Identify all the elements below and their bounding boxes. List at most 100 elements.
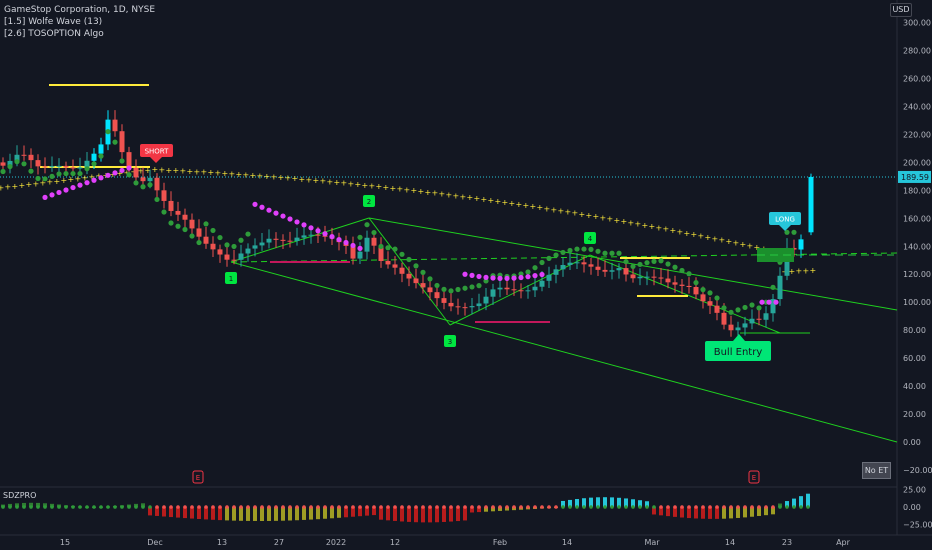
earnings-marker[interactable] (192, 470, 204, 484)
indicator-wolfe-wave[interactable]: [1.5] Wolfe Wave (13) (4, 17, 103, 27)
wave-point-2[interactable]: 2 (363, 195, 375, 207)
osc-zero-dot (50, 505, 54, 509)
osc-bar (729, 507, 733, 519)
earnings-marker[interactable] (748, 470, 760, 484)
candle-body (588, 264, 594, 267)
wave-point-label: 1 (229, 275, 233, 283)
trend-dot-magenta (112, 170, 118, 176)
ma-dot: + (257, 171, 264, 180)
ma-dot: + (124, 168, 131, 177)
wave-point-1[interactable]: 1 (225, 272, 237, 284)
candle-body (35, 160, 41, 167)
osc-bar (750, 507, 754, 517)
osc-zero-dot (309, 505, 313, 509)
ma-dot: + (299, 175, 306, 184)
candle-body (203, 236, 209, 244)
osc-zero-dot (36, 505, 40, 509)
ma-dot: + (12, 182, 19, 191)
trend-dot-green (462, 285, 468, 291)
trend-dot-green (406, 256, 412, 263)
ma-dot: + (152, 165, 159, 174)
trend-dot-magenta (336, 236, 342, 243)
ma-dot: + (726, 237, 733, 246)
osc-bar (372, 507, 376, 516)
candle-body (154, 177, 160, 191)
ma-dot: + (75, 174, 82, 183)
trend-dot-magenta (42, 194, 48, 200)
osc-zero-dot (29, 505, 33, 509)
indicator-tosoption[interactable]: [2.6] TOSOPTION Algo (4, 29, 104, 39)
candle-body (511, 289, 517, 291)
no-et-badge[interactable]: No ET (862, 462, 891, 479)
candle-body (469, 306, 475, 308)
long-label-pointer (779, 225, 791, 231)
trend-dot-green (140, 184, 146, 190)
osc-zero-dot (386, 505, 390, 509)
trend-dot-green (595, 248, 601, 254)
candle-body (70, 167, 76, 169)
long-label-box[interactable] (769, 212, 801, 225)
price-tick-label: 60.00 (903, 354, 926, 363)
trend-dot-magenta (462, 271, 468, 277)
osc-zero-dot (449, 505, 453, 509)
wave-point-3[interactable]: 3 (444, 335, 456, 347)
trend-dot-magenta (490, 275, 496, 281)
osc-zero-dot (113, 505, 117, 509)
osc-bar (400, 507, 404, 522)
trend-dot-green (28, 168, 34, 174)
currency-label[interactable]: USD (890, 3, 912, 17)
ma-dot: + (796, 267, 803, 276)
trend-dot-green (574, 246, 580, 252)
osc-zero-dot (526, 505, 530, 509)
osc-zero-dot (722, 505, 726, 509)
osc-zero-dot (771, 505, 775, 509)
trend-dot-magenta (483, 274, 489, 280)
candle-body (210, 243, 216, 250)
wave-point-4[interactable]: 4 (584, 232, 596, 244)
osc-bar (29, 502, 33, 507)
ma-dot: + (425, 188, 432, 197)
candle-body (245, 248, 251, 254)
osc-zero-dot (428, 505, 432, 509)
osc-bar (806, 493, 810, 507)
trend-dot-magenta (497, 275, 503, 281)
candle-body (308, 234, 314, 236)
ma-dot: + (670, 226, 677, 235)
osc-bar (176, 507, 180, 518)
trend-dot-green (35, 175, 41, 182)
ma-dot: + (719, 236, 726, 245)
ma-dot: + (250, 171, 257, 180)
price-tick-label: 140.00 (903, 242, 931, 251)
osc-bar (15, 503, 19, 507)
osc-zero-dot (400, 505, 404, 509)
trend-dot-magenta (504, 275, 510, 282)
ma-dot: + (5, 183, 12, 192)
ma-dot: + (306, 175, 313, 184)
candle-body (357, 251, 363, 259)
ma-dot: + (537, 203, 544, 212)
trend-dot-green (700, 287, 706, 293)
short-label-box[interactable] (140, 144, 173, 157)
candle-body (133, 167, 139, 178)
candle-body (266, 238, 272, 243)
trend-dot-green (21, 161, 27, 167)
time-tick-label: Mar (644, 538, 660, 547)
osc-zero-dot (533, 505, 537, 509)
candle-body (420, 283, 426, 288)
osc-bar (792, 498, 796, 507)
candle-body (371, 237, 377, 246)
bull-entry-box[interactable] (705, 341, 771, 361)
symbol-title[interactable]: GameStop Corporation, 1D, NYSE (4, 5, 156, 15)
trend-dot-green (665, 261, 671, 267)
ma-dot: + (47, 178, 54, 187)
candle-body (735, 327, 741, 331)
candle-body (707, 301, 713, 306)
candle-body (560, 265, 566, 270)
candle-body (301, 235, 307, 238)
osc-bar (442, 507, 446, 522)
osc-zero-dot (358, 505, 362, 509)
candle-body (504, 287, 510, 290)
osc-tick-label: −25.00 (903, 521, 932, 530)
candle-body (693, 287, 699, 295)
